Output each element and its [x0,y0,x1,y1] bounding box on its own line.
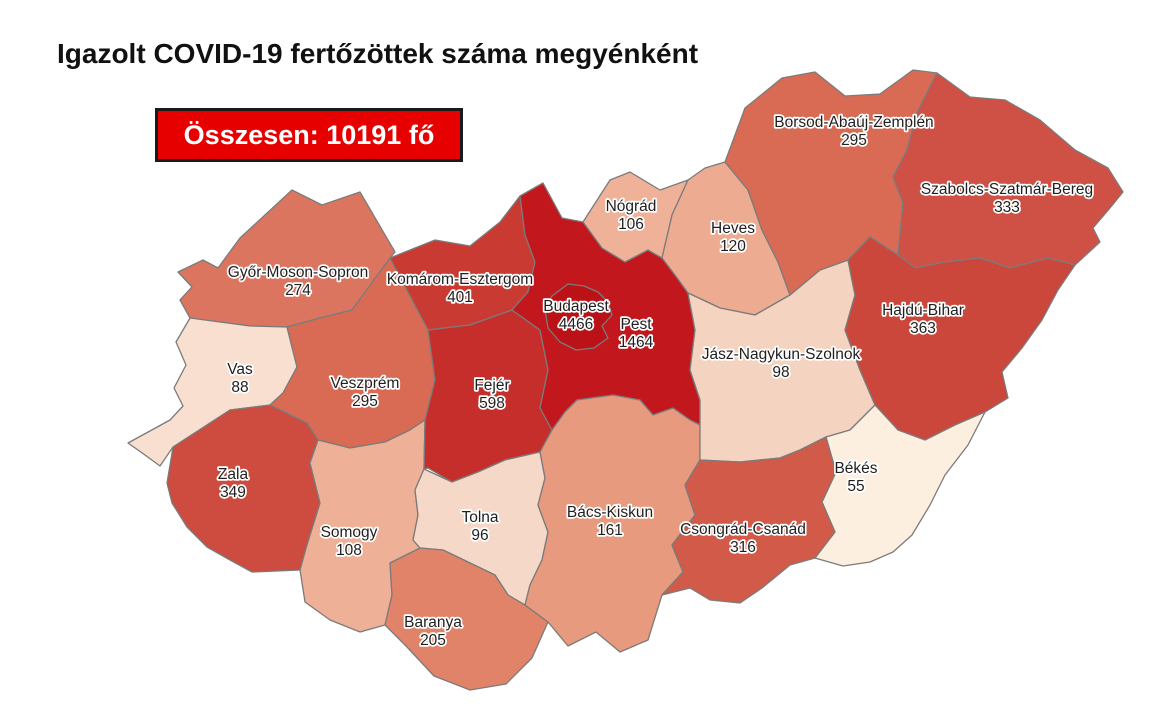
county-value-nograd: 106 [618,216,644,233]
county-value-gyor-moson-sopron: 274 [285,282,311,299]
county-name-bekes: Békés [834,460,877,477]
county-name-fejer: Fejér [474,377,509,394]
county-name-borsod-abauj-zemplen: Borsod-Abaúj-Zemplén [774,114,933,131]
county-shape-baranya [384,547,549,691]
county-name-szabolcs-szatmar-bereg: Szabolcs-Szatmár-Bereg [921,181,1093,198]
county-shape-hajdu-bihar [844,236,1076,441]
county-name-budapest: Budapest [543,298,609,315]
county-name-hajdu-bihar: Hajdú-Bihar [882,302,964,319]
county-value-baranya: 205 [420,632,446,649]
county-value-pest: 1464 [619,334,654,351]
county-shape-budapest [544,283,613,351]
county-shape-csongrad-csanad [661,436,837,604]
page-title: Igazolt COVID-19 fertőzöttek száma megyé… [57,38,699,69]
county-name-bacs-kiskun: Bács-Kiskun [567,504,653,521]
county-name-csongrad-csanad: Csongrád-Csanád [680,521,806,538]
county-name-komarom-esztergom: Komárom-Esztergom [387,271,533,288]
county-shapes-layer [127,69,1124,691]
total-badge-label: Összesen: 10191 fő [183,119,435,150]
county-name-nograd: Nógrád [606,198,657,215]
county-value-csongrad-csanad: 316 [730,539,756,556]
county-value-veszprem: 295 [352,393,378,410]
county-name-somogy: Somogy [321,524,378,541]
county-name-gyor-moson-sopron: Győr-Moson-Sopron [228,264,368,281]
county-shape-szabolcs-szatmar-bereg [892,72,1124,269]
county-name-jasz-nagykun-szolnok: Jász-Nagykun-Szolnok [702,346,861,363]
county-value-bacs-kiskun: 161 [597,522,623,539]
total-badge: Összesen: 10191 fő [155,108,463,162]
county-value-budapest: 4466 [559,316,593,333]
county-name-heves: Heves [711,220,755,237]
county-value-somogy: 108 [336,542,362,559]
county-value-vas: 88 [231,379,248,396]
county-value-hajdu-bihar: 363 [910,320,936,337]
county-value-fejer: 598 [479,395,505,412]
county-name-pest: Pest [620,316,652,333]
county-value-zala: 349 [220,484,246,501]
county-value-bekes: 55 [847,478,864,495]
county-value-szabolcs-szatmar-bereg: 333 [994,199,1020,216]
county-labels-layer: Győr-Moson-Sopron 274 Vas 88 Zala 349 Ve… [216,112,1095,650]
county-name-tolna: Tolna [461,509,498,526]
county-value-tolna: 96 [471,527,488,544]
county-value-borsod-abauj-zemplen: 295 [841,132,867,149]
county-value-jasz-nagykun-szolnok: 98 [772,364,789,381]
county-name-zala: Zala [218,466,249,483]
county-name-veszprem: Veszprém [331,375,400,392]
county-value-heves: 120 [720,238,746,255]
county-name-baranya: Baranya [404,614,462,631]
county-name-vas: Vas [227,361,253,378]
county-value-komarom-esztergom: 401 [447,289,473,306]
